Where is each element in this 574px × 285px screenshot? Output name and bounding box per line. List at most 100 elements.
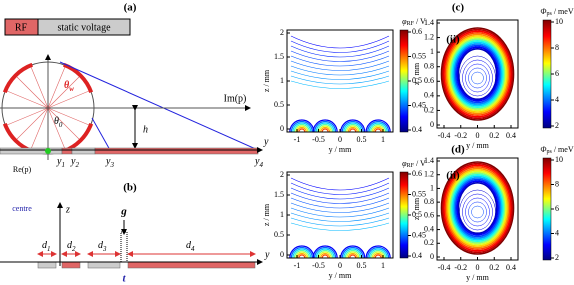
contour xyxy=(315,248,335,259)
contour xyxy=(370,123,387,133)
contour xyxy=(440,27,515,121)
colorbar-tick-label: 0.6 xyxy=(412,27,422,36)
cb-unit: / meV xyxy=(552,145,574,154)
x-tick-label: 0.2 xyxy=(489,131,499,140)
colorbar-tick-label: 0.45 xyxy=(412,100,426,109)
contour xyxy=(347,252,358,259)
colorbar-label: Φps / meV xyxy=(540,7,573,18)
inset-label: (ii) xyxy=(446,34,460,46)
x-tick-label: -0.2 xyxy=(454,131,467,140)
symbol-sub: 4 xyxy=(191,245,195,253)
y-tick-label: 1.4 xyxy=(424,18,434,27)
contour xyxy=(349,128,357,133)
contour xyxy=(340,245,366,259)
symbol-sub: 2 xyxy=(75,161,79,169)
cb-symbol: Φ xyxy=(540,7,546,16)
contour xyxy=(290,217,390,227)
y-tick-label: 0 xyxy=(280,250,284,259)
contour xyxy=(293,249,310,259)
contour xyxy=(290,35,390,49)
contour xyxy=(367,246,390,259)
contour xyxy=(290,55,390,67)
colorbar-label: Φps / meV xyxy=(540,145,573,156)
symbol-main: d xyxy=(42,240,48,251)
contours xyxy=(440,161,515,255)
contour xyxy=(445,167,510,249)
contour xyxy=(468,201,487,223)
y-tick-label: 0 xyxy=(280,124,284,133)
symbol-main: y xyxy=(70,156,76,167)
contour xyxy=(346,125,360,133)
symbol: y2 xyxy=(70,156,79,168)
colorbar xyxy=(399,29,409,133)
symbol-sub: 3 xyxy=(109,161,114,169)
legend-static xyxy=(37,18,131,36)
contour xyxy=(444,166,511,251)
symbol: θw xyxy=(64,80,74,92)
cb-sub: ps xyxy=(546,149,552,155)
contour xyxy=(459,189,496,235)
colorbar-tick-label: 6 xyxy=(555,204,559,213)
y-tick-label: 1 xyxy=(280,76,284,85)
contour xyxy=(471,205,484,219)
contour xyxy=(365,245,391,259)
y-tick-label: 1.4 xyxy=(424,156,434,165)
contour xyxy=(290,192,390,204)
x-axis-label: y / mm xyxy=(329,271,352,280)
colorbar-tick-label: 8 xyxy=(555,179,559,188)
map-line xyxy=(59,61,259,151)
contour xyxy=(290,202,390,213)
contour xyxy=(296,252,307,259)
contour xyxy=(321,254,329,259)
contour xyxy=(449,172,506,244)
contour xyxy=(318,251,332,259)
contour xyxy=(341,246,364,259)
symbol-main: θ xyxy=(64,80,70,91)
colorbar-tick-label: 2 xyxy=(555,253,559,262)
cb-unit: / V xyxy=(414,159,426,168)
x-axis-label: y / mm xyxy=(466,273,489,282)
contour xyxy=(368,122,388,133)
contour xyxy=(295,251,309,259)
symbol: θ0 xyxy=(54,116,63,128)
contour xyxy=(454,44,500,104)
x-tick-label: 0 xyxy=(338,135,342,144)
contour xyxy=(454,178,500,238)
contour xyxy=(292,122,312,133)
x-axis-label: y / mm xyxy=(329,145,352,154)
contour xyxy=(456,180,499,236)
cb-symbol: Φ xyxy=(540,145,546,154)
y-tick-label: 0.8 xyxy=(424,197,434,206)
y-tick-label: 1 xyxy=(280,210,284,219)
contour xyxy=(343,122,363,133)
inset-label: (ii) xyxy=(446,170,460,182)
contour xyxy=(343,248,363,259)
contour xyxy=(453,43,502,105)
x-axis-label: y / mm xyxy=(466,141,489,150)
contour xyxy=(370,249,387,259)
contour xyxy=(459,55,496,101)
contour xyxy=(290,120,313,133)
colorbar-tick-label: 2 xyxy=(555,121,559,130)
contour xyxy=(312,119,338,133)
contour xyxy=(346,251,360,259)
contour xyxy=(462,59,493,97)
contour xyxy=(371,125,385,133)
contour xyxy=(341,120,364,133)
symbol-main: y xyxy=(56,156,62,167)
origin-dot xyxy=(45,148,51,154)
panel-label: (d) xyxy=(451,144,465,156)
contour xyxy=(462,193,493,231)
contour xyxy=(448,36,507,112)
symbol: d3 xyxy=(98,240,107,252)
y-tick-label: 2 xyxy=(280,170,284,179)
colorbar-tick-label: 0.55 xyxy=(412,189,426,198)
y-tick-label: 1.2 xyxy=(424,170,434,179)
contour xyxy=(344,249,361,259)
x-tick-label: -0.4 xyxy=(438,131,451,140)
colorbar xyxy=(542,19,552,129)
colorbar-tick-label: 0.45 xyxy=(412,230,426,239)
cb-sub: RF xyxy=(407,163,415,169)
contour xyxy=(447,35,508,113)
